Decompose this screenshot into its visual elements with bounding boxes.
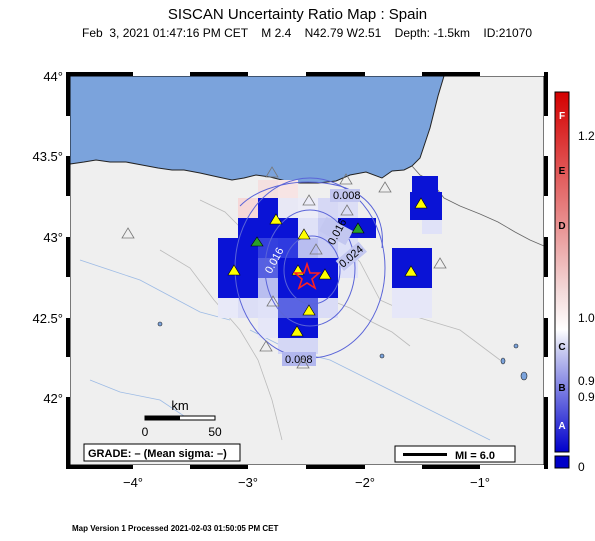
lon-label: −3° [238,475,258,490]
station-marker [302,304,316,316]
station-marker [266,295,280,307]
event-id: ID:21070 [483,26,533,40]
station-marker [378,181,392,193]
colorbar-value: 0.9 [578,374,595,388]
station-marker [351,222,365,234]
station-marker [227,264,241,276]
station-marker [265,166,279,178]
colorbar-value: 1.0 [578,311,595,325]
colorbar-letter: E [559,166,566,177]
grade-text: GRADE: – (Mean sigma: –) [88,448,227,460]
station-marker [269,213,283,225]
station-marker [318,268,332,280]
colorbar-letter: D [558,221,565,232]
colorbar: F E D C B A 1.2 1.0 0.9 0.9 0 [554,91,595,474]
colorbar-letter: B [558,383,565,394]
station-marker [404,265,418,277]
colorbar-value: 1.2 [578,129,595,143]
mi-legend: MI = 6.0 [394,445,516,463]
lon-labels: −4° −3° −2° −1° [123,475,490,490]
lon-label: −1° [470,475,490,490]
event-depth: Depth: -1.5km [394,26,471,40]
lon-label: −2° [355,475,375,490]
mi-text: MI = 6.0 [455,450,495,462]
lat-label: 44° [43,69,63,84]
river-line [79,259,231,321]
event-datetime: Feb 3, 2021 01:47:16 PM CET [82,26,248,40]
stations-other [121,166,447,369]
station-marker [340,204,354,216]
uncertainty-cells [218,176,442,354]
stations-green [250,222,365,247]
lat-label: 43° [43,230,63,245]
lat-labels: 44° 43.5° 43° 42.5° 42° [32,69,63,406]
grade-box: GRADE: – (Mean sigma: –) [83,443,241,462]
station-marker [309,243,323,255]
region-line [159,249,283,441]
colorbar-letter: F [559,111,565,122]
colorbar-value: 0.9 [578,390,595,404]
lat-label: 43.5° [32,149,63,164]
station-marker [121,227,135,239]
river-line [89,379,191,421]
frame-ticks [66,72,548,469]
contour-label: 0.008 [285,354,313,366]
scale-bar-start: 0 [142,425,149,439]
map-footer: Map Version 1 Processed 2021-02-03 01:50… [72,524,279,533]
epicenter-star [292,261,322,290]
scale-bar-end: 50 [208,425,222,439]
event-location: N42.79 W2.51 [304,26,382,40]
lat-label: 42.5° [32,311,63,326]
colorbar-value: 0 [578,460,585,474]
colorbar-letter: A [558,421,565,432]
map-title: SISCAN Uncertainty Ratio Map : Spain [167,6,428,23]
event-info: Feb 3, 2021 01:47:16 PM CET M 2.4 N42.79… [82,26,532,40]
contour-label: 0.008 [333,190,361,202]
colorbar-letter: C [558,342,565,353]
map-panel: 0.008 0.016 0.024 0.016 0.008 [66,72,548,469]
station-marker [290,325,304,337]
lat-label: 42° [43,391,63,406]
stations-used [227,197,428,337]
station-marker [250,236,264,247]
station-marker [302,194,316,206]
station-marker [259,340,273,352]
station-marker [339,173,353,185]
lon-label: −4° [123,475,143,490]
station-marker [296,357,310,369]
scale-bar: km 0 50 [142,398,222,439]
station-marker [414,197,428,209]
station-marker [433,257,447,269]
scale-bar-title: km [171,398,188,413]
station-marker [297,228,311,240]
event-magnitude: M 2.4 [261,26,292,40]
